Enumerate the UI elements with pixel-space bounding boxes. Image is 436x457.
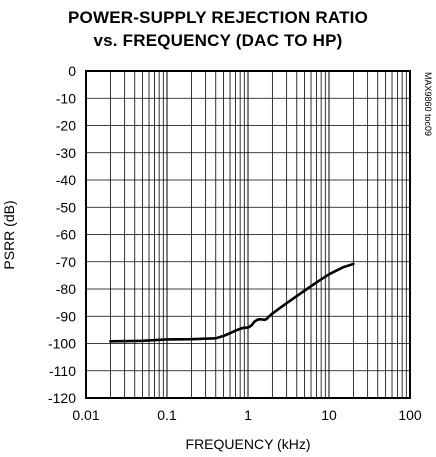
y-tick-label: -30: [56, 145, 76, 161]
y-tick-label: -20: [56, 118, 76, 134]
y-tick-label: -80: [56, 281, 76, 297]
x-tick-label: 10: [321, 407, 337, 423]
y-tick-label: -100: [48, 336, 76, 352]
chart-title-line-2: vs. FREQUENCY (DAC TO HP): [93, 31, 343, 50]
chart-annotation: MAX9860 toc09: [423, 72, 433, 136]
plot-frame: [85, 70, 411, 399]
y-tick-label: -70: [56, 254, 76, 270]
chart-title-line-1: POWER-SUPPLY REJECTION RATIO: [68, 8, 368, 27]
grid-lines: [86, 71, 410, 398]
y-tick-label: -90: [56, 308, 76, 324]
x-tick-label: 0.1: [157, 407, 177, 423]
y-tick-label: -40: [56, 172, 76, 188]
x-tick-label: 1: [244, 407, 252, 423]
tick-labels: 0 -10 -20 -30 -40 -50 -60 -70 -80 -90 -100 -110 -120…: [48, 63, 422, 423]
x-tick-label: 0.01: [72, 407, 99, 423]
y-tick-label: -50: [56, 199, 76, 215]
data-series: [109, 262, 355, 343]
plot-area-border: [85, 70, 411, 399]
y-tick-label: -110: [49, 363, 76, 379]
x-axis-title: FREQUENCY (kHz): [186, 436, 311, 452]
y-tick-label: -60: [56, 227, 76, 243]
psrr-curve: [109, 262, 355, 343]
y-tick-label: 0: [68, 63, 76, 79]
y-tick-label: -10: [56, 90, 76, 106]
y-axis-title: PSRR (dB): [1, 200, 17, 269]
x-tick-label: 100: [398, 407, 422, 423]
y-tick-label: -120: [48, 390, 76, 406]
